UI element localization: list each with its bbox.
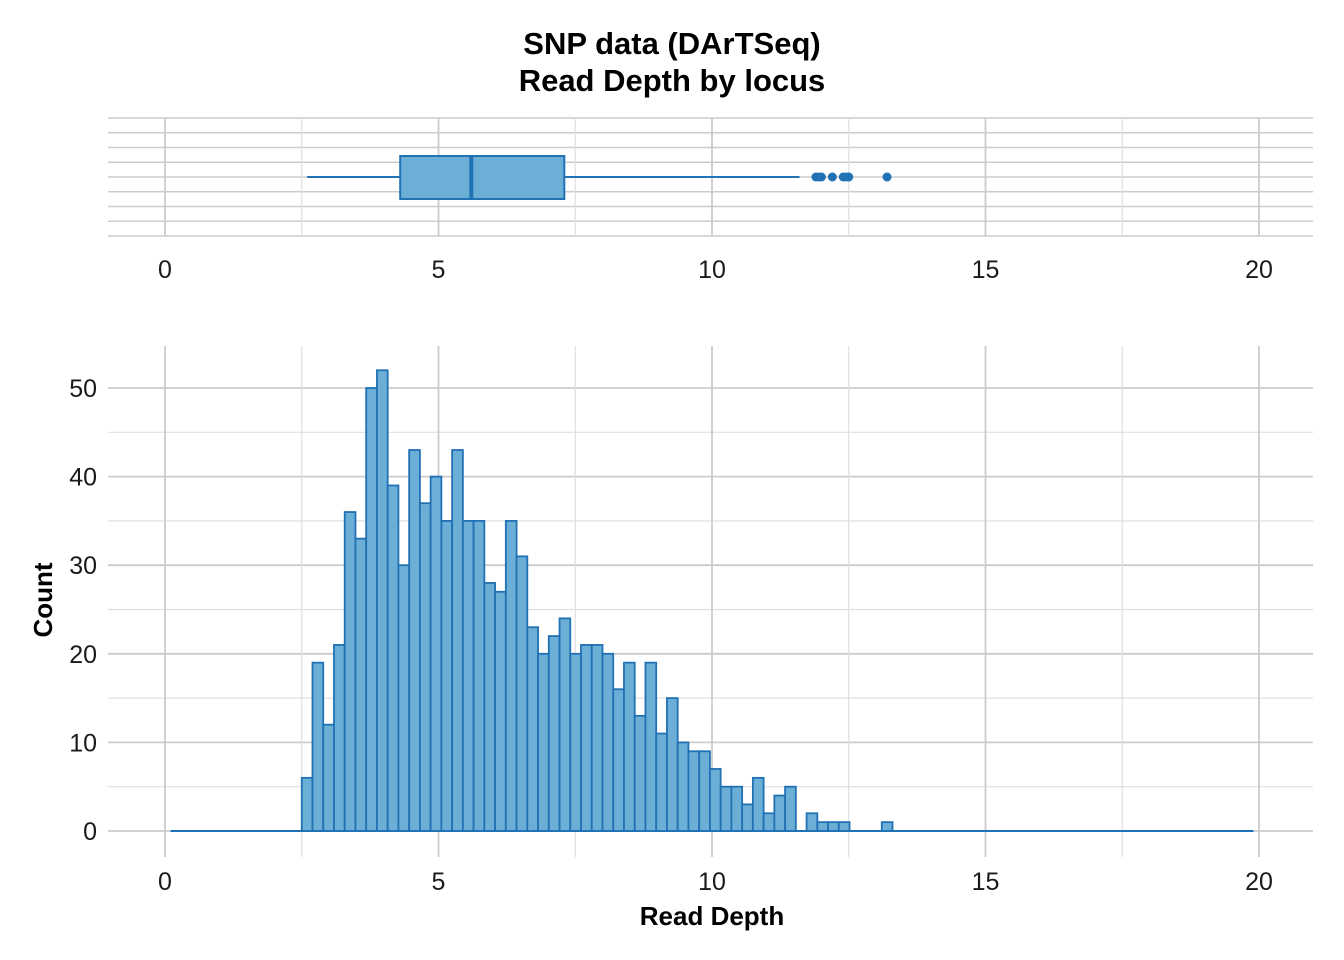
histogram-bar [676,741,690,832]
histogram-bar [730,785,744,832]
histogram-bar [440,520,454,832]
histogram-bar [547,635,561,832]
histogram-bar [461,520,475,832]
histogram-bar [655,732,668,832]
histogram-panel: 0 10 20 30 40 50 0 5 10 15 20 [69,346,1313,896]
histogram-bar [827,821,840,832]
box-x-tick-label: 0 [158,256,172,284]
box-outlier [844,172,854,182]
box-outlier [882,172,892,182]
histogram-bar [365,387,378,832]
histogram-bar [558,617,572,832]
histogram-bar [687,750,701,832]
box-outlier [827,172,837,182]
histogram-bar [472,520,486,832]
histogram-bar [376,369,389,832]
histogram-bar [709,768,722,832]
hist-y-tick-label: 20 [69,641,97,669]
histogram-bar [698,750,711,832]
histogram-bar [569,652,582,832]
histogram-bar [751,776,765,832]
hist-x-tick-label: 10 [698,868,726,896]
histogram-bar [483,582,496,832]
y-axis-title: Count [28,562,58,637]
box-x-tick-label: 20 [1245,256,1273,284]
hist-y-tick-label: 0 [83,818,97,846]
histogram-bar [719,785,733,832]
histogram-bar [408,449,421,832]
box-x-tick-label: 10 [698,256,726,284]
histogram-bar [322,723,335,832]
histogram-bar [526,626,539,832]
box-iqr [399,155,566,200]
hist-y-tick-label: 50 [69,375,97,403]
histogram-bar [397,564,411,832]
histogram-bar [354,537,368,832]
histogram-bar [333,644,346,832]
histogram-bar [590,644,604,832]
hist-y-tick-label: 30 [69,552,97,580]
chart-title-line-2: Read Depth by locus [518,63,826,98]
hist-y-tick-label: 10 [69,729,97,757]
histogram-bar [612,688,625,832]
histogram-bar [515,555,529,832]
histogram-bar [537,652,550,832]
hist-x-tick-label: 5 [432,868,446,896]
hist-x-tick-label: 20 [1245,868,1273,896]
histogram-bar [300,776,314,832]
box-x-tick-label: 5 [432,256,446,284]
histogram-bar [633,714,647,832]
histogram-bar [419,502,432,832]
histogram-bar [773,794,786,832]
histogram-bar [880,821,894,832]
hist-x-tick-label: 0 [158,868,172,896]
histogram-bar [343,511,357,832]
chart-title-line-1: SNP data (DArTSeq) [523,26,821,61]
box-x-tick-label: 15 [972,256,1000,284]
histogram-bar [601,652,615,832]
boxplot-panel: 0 5 10 15 20 [108,117,1313,284]
histogram-bar [816,821,829,832]
histogram-bar [451,449,464,832]
x-axis-title: Read Depth [640,901,784,931]
histogram-bar [580,644,593,832]
hist-y-tick-label: 40 [69,464,97,492]
histogram-bar [805,812,819,832]
hist-x-tick-label: 15 [972,868,1000,896]
histogram-bar [837,821,851,832]
histogram-bar [494,590,507,832]
box-outlier [816,172,826,182]
histogram-bar [762,812,776,832]
histogram-bar [504,520,518,832]
histogram-bar [784,785,797,832]
histogram-bar [311,661,325,832]
histogram-bar [741,803,754,832]
histogram-bar [644,661,658,832]
histogram-bar [623,661,636,832]
histogram-bar [666,697,679,832]
histogram-bar [429,475,443,832]
histogram-bar [386,484,400,832]
